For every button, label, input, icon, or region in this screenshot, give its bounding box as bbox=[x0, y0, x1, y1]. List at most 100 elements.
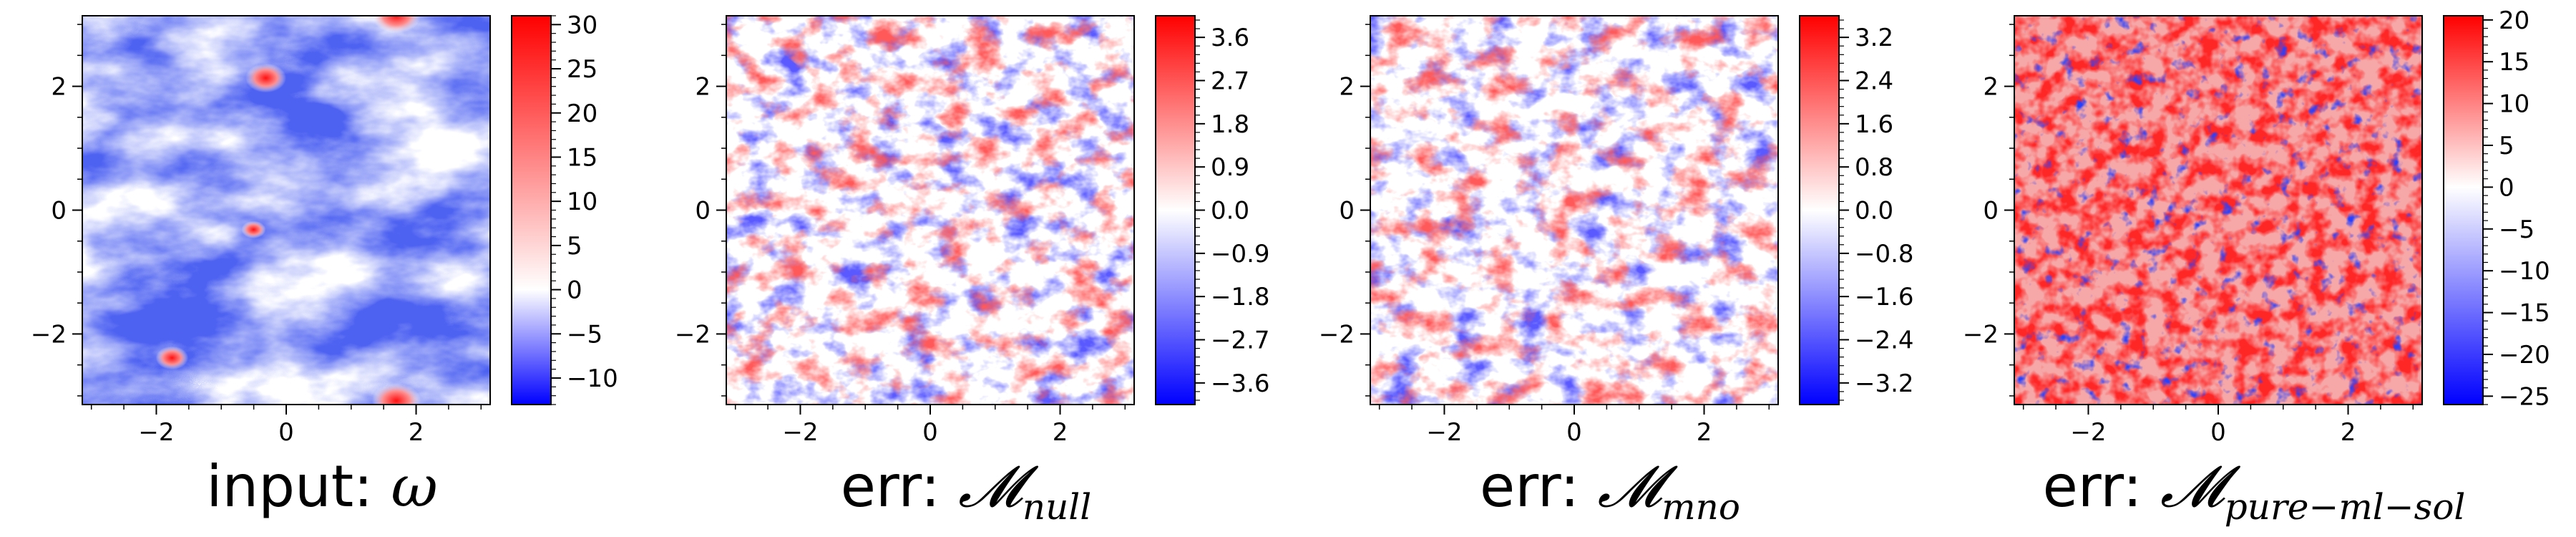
title-subscript: pure−ml−sol bbox=[2224, 486, 2466, 528]
x-tick-label: 0 bbox=[922, 418, 938, 444]
vortex-blob bbox=[245, 63, 286, 93]
heatmap-field bbox=[2014, 16, 2422, 405]
heatmap-field bbox=[1370, 16, 1778, 405]
colorbar-tick-label: −0.8 bbox=[1855, 240, 1914, 268]
colorbar-tick-label: 0 bbox=[2499, 173, 2514, 202]
x-tick-label: 2 bbox=[1053, 418, 1068, 444]
y-tick-label: 0 bbox=[1983, 197, 1999, 226]
x-tick-label: 0 bbox=[2210, 418, 2226, 444]
heatmap-field bbox=[726, 16, 1134, 405]
colorbar-tick-label: 0.8 bbox=[1855, 153, 1893, 182]
colorbar-tick-label: 1.8 bbox=[1211, 110, 1249, 139]
colorbar-tick-label: 0.9 bbox=[1211, 153, 1249, 182]
panel-title: err: 𝓜pure−ml−sol bbox=[1932, 448, 2576, 533]
heatmap-err-null-chart: −2 0 2 −2 0 2 −3.6 −2.7 −1.8 −0.9 0.0 0.9 1.8 2.7 3.6 bbox=[675, 15, 1270, 444]
colorbar-tick-label: −0.9 bbox=[1211, 240, 1270, 268]
colorbar-tick-label: −1.6 bbox=[1855, 283, 1914, 311]
colorbar-tick-label: 3.2 bbox=[1855, 24, 1893, 52]
colorbar-tick-label: 0 bbox=[567, 276, 582, 305]
colorbar-tick-label: 0.0 bbox=[1211, 197, 1249, 226]
colorbar-tick-label: 1.6 bbox=[1855, 110, 1893, 139]
vortex-blob bbox=[371, 16, 421, 34]
colorbar bbox=[1155, 15, 1196, 405]
colorbar-tick-label: 20 bbox=[2499, 6, 2529, 35]
colorbar-tick-label: −2.4 bbox=[1855, 326, 1914, 355]
x-tick-label: 2 bbox=[2341, 418, 2356, 444]
heatmap-texture bbox=[1370, 16, 1778, 405]
colorbar bbox=[1799, 15, 1840, 405]
colorbar-tick-label: −3.6 bbox=[1211, 369, 1270, 398]
colorbar-tick-label: −25 bbox=[2499, 382, 2550, 411]
colorbar-tick-label: −20 bbox=[2499, 341, 2550, 369]
y-tick-label: 2 bbox=[51, 73, 67, 102]
colorbar-tick-label: −10 bbox=[567, 364, 618, 393]
colorbar-tick-label: −3.2 bbox=[1855, 369, 1914, 398]
colorbar-tick-label: 3.6 bbox=[1211, 24, 1249, 52]
x-tick-label: −2 bbox=[1426, 418, 1462, 444]
y-tick-label: −2 bbox=[1319, 320, 1355, 349]
heatmap-texture bbox=[2014, 16, 2422, 405]
title-symbol: 𝓜 bbox=[2160, 453, 2225, 520]
title-symbol: 𝓜 bbox=[1597, 453, 1662, 520]
panel-title: err: 𝓜null bbox=[644, 448, 1288, 533]
panel-err-pure-ml-sol: −2 0 2 −2 0 2 −25 −20 −15 −10 −5 0 5 10 15 20 err: 𝓜pur… bbox=[1932, 0, 2576, 537]
y-tick-label: −2 bbox=[1963, 320, 1999, 349]
panel-err-null: −2 0 2 −2 0 2 −3.6 −2.7 −1.8 −0.9 0.0 0.9 1.8 2.7 3.6 … bbox=[644, 0, 1288, 537]
colorbar-tick-label: 5 bbox=[2499, 132, 2514, 160]
heatmap-texture bbox=[82, 16, 490, 405]
colorbar-tick-label: −15 bbox=[2499, 299, 2550, 328]
heatmap-err-mno-chart: −2 0 2 −2 0 2 −3.2 −2.4 −1.6 −0.8 0.0 0.8 1.6 2.4 3.2 bbox=[1319, 15, 1914, 444]
y-tick-label: 0 bbox=[1339, 197, 1355, 226]
colorbar-tick-label: 5 bbox=[567, 232, 582, 261]
y-tick-label: 2 bbox=[1983, 73, 1999, 102]
y-tick-label: 0 bbox=[51, 197, 67, 226]
colorbar-tick-label: −2.7 bbox=[1211, 326, 1270, 355]
title-subscript: mno bbox=[1662, 486, 1740, 528]
vortex-blob bbox=[241, 221, 266, 238]
title-symbol: 𝓜 bbox=[958, 453, 1023, 520]
x-tick-label: 2 bbox=[409, 418, 424, 444]
y-tick-label: −2 bbox=[31, 320, 67, 349]
title-text: err: bbox=[840, 453, 959, 520]
x-tick-label: 0 bbox=[278, 418, 294, 444]
colorbar bbox=[2443, 15, 2484, 405]
y-tick-label: 2 bbox=[1339, 73, 1355, 102]
colorbar-tick-label: −5 bbox=[567, 320, 602, 349]
heatmap-input-omega-chart: −2 0 2 −2 0 2 −10 −5 0 5 10 15 20 25 30 bbox=[31, 11, 618, 444]
title-text: err: bbox=[1480, 453, 1598, 520]
colorbar-tick-label: 15 bbox=[567, 143, 597, 172]
panel-err-mno: −2 0 2 −2 0 2 −3.2 −2.4 −1.6 −0.8 0.0 0.8 1.6 2.4 3.2 … bbox=[1288, 0, 1932, 537]
x-tick-label: −2 bbox=[2070, 418, 2106, 444]
colorbar-tick-label: 0.0 bbox=[1855, 197, 1893, 226]
colorbar-tick-label: 15 bbox=[2499, 48, 2529, 77]
colorbar-tick-label: −10 bbox=[2499, 257, 2550, 286]
panel-title: err: 𝓜mno bbox=[1288, 448, 1932, 533]
colorbar-tick-label: 2.7 bbox=[1211, 67, 1249, 96]
colorbar-tick-label: −1.8 bbox=[1211, 283, 1270, 311]
title-text: err: bbox=[2042, 453, 2161, 520]
title-symbol: ω bbox=[391, 453, 438, 520]
colorbar-tick-label: 30 bbox=[567, 11, 597, 39]
colorbar-tick-label: −5 bbox=[2499, 216, 2534, 244]
colorbar bbox=[511, 15, 552, 405]
vortex-blob bbox=[371, 383, 421, 405]
heatmap-field bbox=[82, 16, 490, 405]
y-tick-label: 0 bbox=[695, 197, 711, 226]
colorbar-tick-label: 25 bbox=[567, 55, 597, 84]
colorbar-tick-label: 20 bbox=[567, 100, 597, 128]
heatmap-texture bbox=[726, 16, 1134, 405]
panel-input-omega: −2 0 2 −2 0 2 −10 −5 0 5 10 15 20 25 30 input: ω bbox=[0, 0, 644, 537]
colorbar-tick-label: 10 bbox=[2499, 90, 2529, 119]
x-tick-label: 0 bbox=[1566, 418, 1582, 444]
x-tick-label: −2 bbox=[782, 418, 818, 444]
panel-title: input: ω bbox=[0, 448, 644, 533]
colorbar-tick-label: 2.4 bbox=[1855, 67, 1893, 96]
x-tick-label: 2 bbox=[1697, 418, 1712, 444]
y-tick-label: −2 bbox=[675, 320, 711, 349]
y-tick-label: 2 bbox=[695, 73, 711, 102]
colorbar-tick-label: 10 bbox=[567, 188, 597, 216]
title-subscript: null bbox=[1022, 486, 1092, 528]
title-text: input: bbox=[206, 453, 391, 520]
